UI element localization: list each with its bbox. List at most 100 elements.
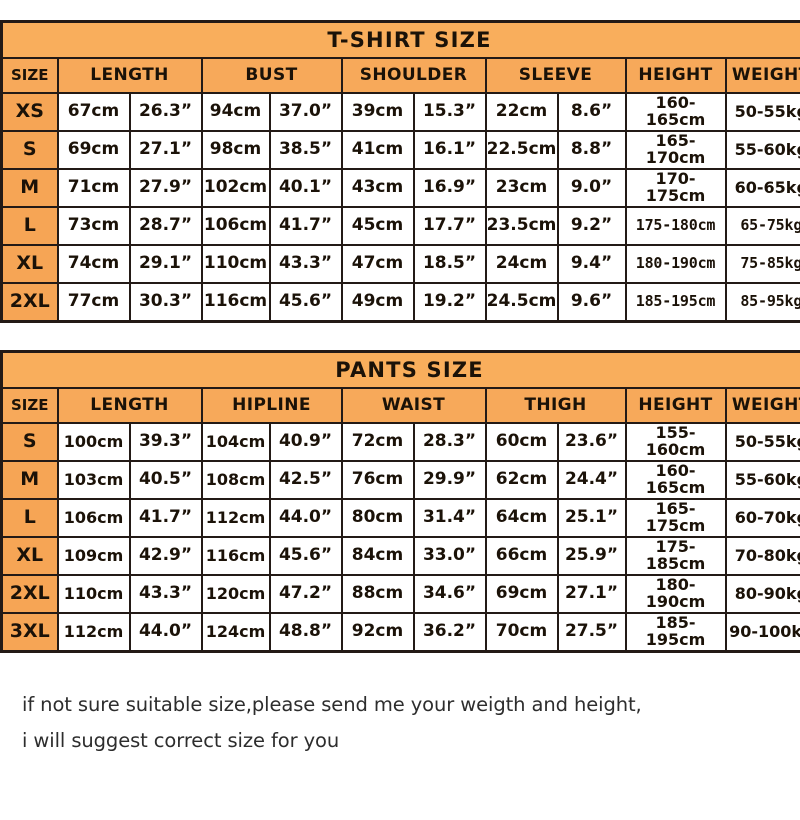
pants-size-table: PANTS SIZE SIZE LENGTH HIPLINE WAIST THI… <box>0 350 800 653</box>
tshirt-shoulder-cm: 47cm <box>342 245 414 283</box>
tshirt-shoulder-in: 17.7” <box>414 207 486 245</box>
tshirt-sleeve-in: 9.6” <box>558 283 626 322</box>
tshirt-length-in: 26.3” <box>130 93 202 131</box>
sizing-help-note: if not sure suitable size,please send me… <box>22 687 778 759</box>
tshirt-column-header-row: SIZE LENGTH BUST SHOULDER SLEEVE HEIGHT … <box>2 58 800 93</box>
table-row: S 69cm 27.1” 98cm 38.5” 41cm 16.1” 22.5c… <box>2 131 800 169</box>
pants-thigh-cm: 62cm <box>486 461 558 499</box>
pants-col-weight: WEIGHT <box>726 388 800 423</box>
pants-length-in: 39.3” <box>130 423 202 461</box>
pants-size-label: 2XL <box>2 575 58 613</box>
tshirt-weight: 65-75kg <box>726 207 800 245</box>
tshirt-shoulder-in: 16.1” <box>414 131 486 169</box>
tshirt-height: 160-165cm <box>626 93 726 131</box>
table-row: L 73cm 28.7” 106cm 41.7” 45cm 17.7” 23.5… <box>2 207 800 245</box>
tshirt-size-label: XL <box>2 245 58 283</box>
tshirt-shoulder-cm: 43cm <box>342 169 414 207</box>
pants-height: 185-195cm <box>626 613 726 652</box>
tshirt-size-label: S <box>2 131 58 169</box>
pants-hipline-in: 45.6” <box>270 537 342 575</box>
pants-size-label: 3XL <box>2 613 58 652</box>
tshirt-shoulder-cm: 41cm <box>342 131 414 169</box>
tshirt-size-label: L <box>2 207 58 245</box>
pants-col-size: SIZE <box>2 388 58 423</box>
tshirt-col-bust: BUST <box>202 58 342 93</box>
pants-hipline-cm: 108cm <box>202 461 270 499</box>
tshirt-col-sleeve: SLEEVE <box>486 58 626 93</box>
pants-height: 165-175cm <box>626 499 726 537</box>
pants-thigh-cm: 69cm <box>486 575 558 613</box>
pants-col-hipline: HIPLINE <box>202 388 342 423</box>
pants-length-cm: 100cm <box>58 423 130 461</box>
tshirt-height: 185-195cm <box>626 283 726 322</box>
pants-waist-in: 33.0” <box>414 537 486 575</box>
pants-waist-cm: 84cm <box>342 537 414 575</box>
tshirt-shoulder-in: 19.2” <box>414 283 486 322</box>
pants-weight: 90-100kg <box>726 613 800 652</box>
tshirt-bust-cm: 116cm <box>202 283 270 322</box>
pants-thigh-in: 24.4” <box>558 461 626 499</box>
pants-weight: 80-90kg <box>726 575 800 613</box>
tshirt-bust-cm: 94cm <box>202 93 270 131</box>
tshirt-height: 165-170cm <box>626 131 726 169</box>
tshirt-sleeve-cm: 24cm <box>486 245 558 283</box>
sizing-help-note-line1: if not sure suitable size,please send me… <box>22 687 778 723</box>
tshirt-col-length: LENGTH <box>58 58 202 93</box>
pants-hipline-in: 40.9” <box>270 423 342 461</box>
tshirt-length-cm: 73cm <box>58 207 130 245</box>
pants-hipline-in: 48.8” <box>270 613 342 652</box>
tshirt-bust-cm: 98cm <box>202 131 270 169</box>
tshirt-length-cm: 71cm <box>58 169 130 207</box>
pants-waist-cm: 92cm <box>342 613 414 652</box>
pants-length-cm: 109cm <box>58 537 130 575</box>
tshirt-length-in: 28.7” <box>130 207 202 245</box>
pants-size-label: M <box>2 461 58 499</box>
tshirt-height: 175-180cm <box>626 207 726 245</box>
pants-thigh-cm: 70cm <box>486 613 558 652</box>
tshirt-bust-cm: 106cm <box>202 207 270 245</box>
tshirt-sleeve-in: 9.0” <box>558 169 626 207</box>
pants-thigh-in: 27.1” <box>558 575 626 613</box>
tshirt-size-label: M <box>2 169 58 207</box>
pants-thigh-cm: 64cm <box>486 499 558 537</box>
tshirt-length-in: 30.3” <box>130 283 202 322</box>
pants-length-in: 40.5” <box>130 461 202 499</box>
tshirt-sleeve-cm: 22cm <box>486 93 558 131</box>
pants-thigh-in: 23.6” <box>558 423 626 461</box>
tshirt-bust-cm: 102cm <box>202 169 270 207</box>
pants-weight: 55-60kg <box>726 461 800 499</box>
pants-table-title: PANTS SIZE <box>2 352 800 389</box>
tshirt-length-cm: 77cm <box>58 283 130 322</box>
pants-waist-in: 28.3” <box>414 423 486 461</box>
tshirt-col-size: SIZE <box>2 58 58 93</box>
pants-size-label: S <box>2 423 58 461</box>
pants-col-thigh: THIGH <box>486 388 626 423</box>
table-row: M 103cm 40.5” 108cm 42.5” 76cm 29.9” 62c… <box>2 461 800 499</box>
pants-thigh-cm: 66cm <box>486 537 558 575</box>
pants-height: 155-160cm <box>626 423 726 461</box>
tshirt-sleeve-cm: 22.5cm <box>486 131 558 169</box>
pants-waist-in: 31.4” <box>414 499 486 537</box>
table-row: 2XL 110cm 43.3” 120cm 47.2” 88cm 34.6” 6… <box>2 575 800 613</box>
tshirt-shoulder-in: 15.3” <box>414 93 486 131</box>
pants-length-in: 42.9” <box>130 537 202 575</box>
pants-waist-cm: 80cm <box>342 499 414 537</box>
pants-length-cm: 103cm <box>58 461 130 499</box>
pants-waist-in: 36.2” <box>414 613 486 652</box>
tshirt-height: 170-175cm <box>626 169 726 207</box>
tshirt-length-in: 27.1” <box>130 131 202 169</box>
pants-hipline-in: 47.2” <box>270 575 342 613</box>
tshirt-weight: 55-60kg <box>726 131 800 169</box>
tshirt-col-weight: WEIGHT <box>726 58 800 93</box>
tshirt-bust-in: 43.3” <box>270 245 342 283</box>
pants-length-in: 43.3” <box>130 575 202 613</box>
pants-height: 180-190cm <box>626 575 726 613</box>
pants-col-height: HEIGHT <box>626 388 726 423</box>
pants-size-label: XL <box>2 537 58 575</box>
tshirt-sleeve-cm: 23.5cm <box>486 207 558 245</box>
tshirt-height: 180-190cm <box>626 245 726 283</box>
pants-thigh-cm: 60cm <box>486 423 558 461</box>
pants-hipline-cm: 124cm <box>202 613 270 652</box>
tshirt-shoulder-in: 18.5” <box>414 245 486 283</box>
table-row: L 106cm 41.7” 112cm 44.0” 80cm 31.4” 64c… <box>2 499 800 537</box>
